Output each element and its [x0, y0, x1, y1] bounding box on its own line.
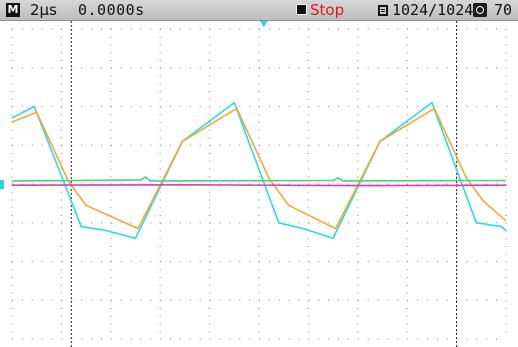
trigger-position-readout[interactable]: 0.0000s: [78, 1, 145, 19]
run-state-label[interactable]: Stop: [310, 1, 345, 19]
stop-square-icon[interactable]: [296, 4, 307, 15]
trace-channel-1: [11, 101, 507, 240]
zoom-readout: 70: [494, 1, 513, 19]
status-bar: M 2µs 0.0000s Stop 1024/1024 70: [0, 0, 518, 21]
channel-ground-marker: [0, 180, 4, 189]
waveform-plot: [0, 21, 507, 347]
m-mode-icon[interactable]: M: [6, 3, 20, 17]
auto-icon[interactable]: [473, 3, 487, 17]
markers: [0, 21, 268, 189]
trace-channel-4: [11, 184, 507, 187]
memory-icon: [377, 4, 390, 17]
waveform-traces: [11, 101, 507, 240]
trace-channel-2: [11, 107, 507, 230]
waveform-display[interactable]: [0, 21, 518, 347]
graticule: [11, 28, 507, 340]
timebase-readout[interactable]: 2µs: [30, 1, 57, 19]
trace-channel-3: [11, 176, 507, 182]
trigger-position-marker: [259, 21, 268, 27]
record-count-readout: 1024/1024: [392, 1, 474, 19]
